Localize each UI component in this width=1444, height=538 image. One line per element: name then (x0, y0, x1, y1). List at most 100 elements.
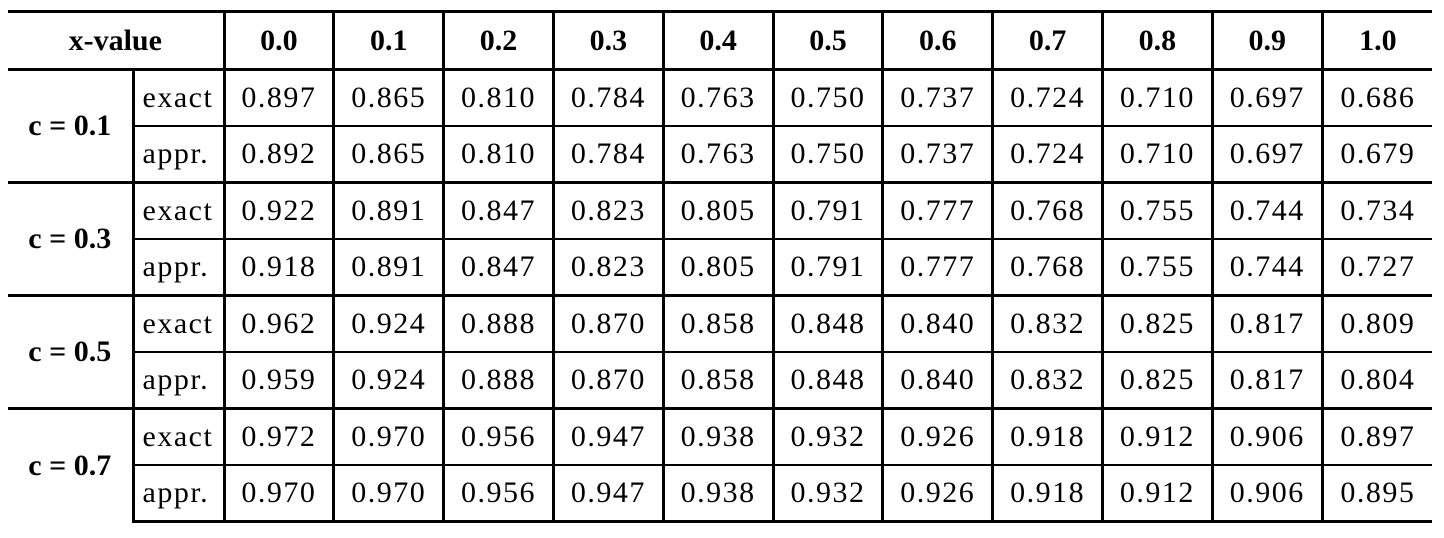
value-cell: 0.858 (661, 351, 774, 409)
value-cell: 0.956 (442, 464, 554, 523)
data-row: c = 0.5 exact 0.962 0.924 0.888 0.870 0.858 0.8… (8, 294, 1432, 409)
value-cell: 0.962 (222, 294, 334, 352)
value-cell: 0.870 (551, 351, 664, 409)
value-cell: 0.947 (551, 464, 664, 523)
group-label: c = 0.1 (8, 68, 135, 183)
value-cell: 0.805 (661, 181, 774, 239)
value-cell: 0.768 (991, 181, 1103, 239)
value-cell: 0.791 (771, 238, 883, 296)
value-cell: 0.947 (551, 407, 664, 465)
value-cell: 0.918 (991, 464, 1103, 523)
value-cell: 0.823 (551, 238, 664, 296)
table-header: x-value 0.0 0.1 0.2 0.3 0.4 0.5 0.6 0.7 0.8 0.9 1.0 (8, 10, 1432, 71)
value-cell: 0.784 (551, 68, 664, 126)
value-cell: 0.763 (661, 68, 774, 126)
value-cell: 0.804 (1320, 351, 1432, 409)
value-cell: 0.724 (991, 68, 1103, 126)
row-label: appr. (133, 351, 225, 409)
column-header: 0.4 (661, 10, 774, 71)
value-cell: 0.810 (442, 68, 554, 126)
value-cell: 0.938 (661, 407, 774, 465)
corner-header: x-value (8, 10, 225, 71)
value-cell: 0.888 (442, 294, 554, 352)
value-cell: 0.823 (551, 181, 664, 239)
value-cell: 0.895 (1320, 464, 1432, 523)
value-cell: 0.817 (1210, 351, 1323, 409)
value-cell: 0.891 (332, 238, 444, 296)
value-cell: 0.763 (661, 125, 774, 183)
value-cell: 0.750 (771, 125, 883, 183)
value-cell: 0.932 (771, 407, 883, 465)
value-cell: 0.924 (332, 351, 444, 409)
value-cell: 0.744 (1210, 238, 1323, 296)
value-cell: 0.870 (551, 294, 664, 352)
data-row: appr. 0.959 0.924 0.888 0.870 0.858 0.848 0.840… (8, 351, 1432, 409)
value-cell: 0.891 (332, 181, 444, 239)
data-row: appr. 0.970 0.970 0.956 0.947 0.938 0.932 0.926… (8, 464, 1432, 523)
data-row: c = 0.7 exact 0.972 0.970 0.956 0.947 0.938 0.9… (8, 407, 1432, 522)
value-cell: 0.865 (332, 68, 444, 126)
value-cell: 0.679 (1320, 125, 1432, 183)
value-cell: 0.727 (1320, 238, 1432, 296)
column-header: 0.1 (332, 10, 444, 71)
results-table: x-value 0.0 0.1 0.2 0.3 0.4 0.5 0.6 0.7 0.8 0.9 1.0… (8, 10, 1432, 523)
value-cell: 0.817 (1210, 294, 1323, 352)
value-cell: 0.810 (442, 125, 554, 183)
value-cell: 0.777 (881, 238, 993, 296)
value-cell: 0.970 (332, 407, 444, 465)
row-label: exact (133, 68, 225, 126)
value-cell: 0.972 (222, 407, 334, 465)
value-cell: 0.918 (222, 238, 334, 296)
value-cell: 0.755 (1101, 181, 1213, 239)
value-cell: 0.912 (1101, 464, 1213, 523)
value-cell: 0.924 (332, 294, 444, 352)
row-label: exact (133, 181, 225, 239)
value-cell: 0.784 (551, 125, 664, 183)
group-label: c = 0.5 (8, 294, 135, 409)
group-label: c = 0.7 (8, 407, 135, 522)
value-cell: 0.791 (771, 181, 883, 239)
value-cell: 0.777 (881, 181, 993, 239)
value-cell: 0.710 (1101, 125, 1213, 183)
column-header: 0.9 (1210, 10, 1323, 71)
value-cell: 0.918 (991, 407, 1103, 465)
column-header: 0.3 (551, 10, 664, 71)
value-cell: 0.848 (771, 294, 883, 352)
value-cell: 0.755 (1101, 238, 1213, 296)
value-cell: 0.926 (881, 407, 993, 465)
column-header: 1.0 (1320, 10, 1432, 71)
value-cell: 0.892 (222, 125, 334, 183)
group-label: c = 0.3 (8, 181, 135, 296)
value-cell: 0.888 (442, 351, 554, 409)
value-cell: 0.932 (771, 464, 883, 523)
data-row: appr. 0.892 0.865 0.810 0.784 0.763 0.750 0.737… (8, 125, 1432, 183)
column-header: 0.5 (771, 10, 883, 71)
column-header: 0.6 (881, 10, 993, 71)
value-cell: 0.737 (881, 68, 993, 126)
value-cell: 0.865 (332, 125, 444, 183)
value-cell: 0.897 (1320, 407, 1432, 465)
value-cell: 0.926 (881, 464, 993, 523)
value-cell: 0.897 (222, 68, 334, 126)
value-cell: 0.906 (1210, 464, 1323, 523)
value-cell: 0.956 (442, 407, 554, 465)
value-cell: 0.912 (1101, 407, 1213, 465)
value-cell: 0.938 (661, 464, 774, 523)
value-cell: 0.744 (1210, 181, 1323, 239)
value-cell: 0.840 (881, 294, 993, 352)
value-cell: 0.825 (1101, 294, 1213, 352)
value-cell: 0.686 (1320, 68, 1432, 126)
value-cell: 0.737 (881, 125, 993, 183)
value-cell: 0.768 (991, 238, 1103, 296)
value-cell: 0.970 (222, 464, 334, 523)
row-label: appr. (133, 125, 225, 183)
value-cell: 0.832 (991, 294, 1103, 352)
row-label: appr. (133, 464, 225, 523)
value-cell: 0.805 (661, 238, 774, 296)
column-header: 0.7 (991, 10, 1103, 71)
value-cell: 0.847 (442, 181, 554, 239)
value-cell: 0.697 (1210, 125, 1323, 183)
value-cell: 0.906 (1210, 407, 1323, 465)
data-row: appr. 0.918 0.891 0.847 0.823 0.805 0.791 0.777… (8, 238, 1432, 296)
